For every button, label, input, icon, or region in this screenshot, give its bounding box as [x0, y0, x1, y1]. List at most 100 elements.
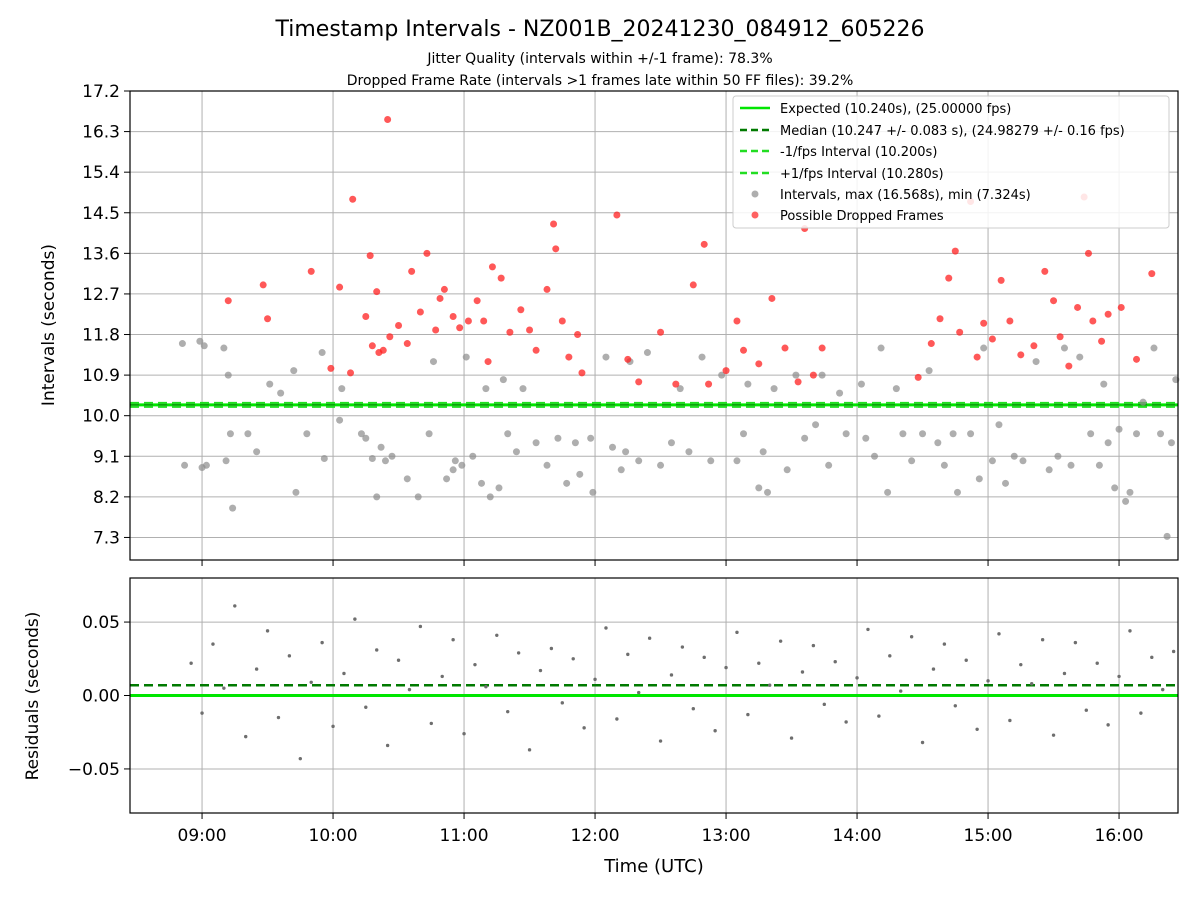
residual-point [429, 721, 433, 726]
interval-point [1010, 452, 1018, 460]
intervals-y-axis-label: Intervals (seconds) [39, 244, 59, 406]
interval-point [290, 367, 298, 375]
interval-point [967, 430, 975, 438]
dropped-frame-point [700, 240, 708, 248]
residual-point [1073, 640, 1078, 645]
interval-point [1167, 439, 1175, 447]
residual-point [680, 645, 685, 649]
residual-point [538, 668, 543, 673]
interval-point [877, 344, 885, 352]
x-tick-label: 11:00 [440, 826, 489, 846]
interval-point [1032, 358, 1040, 366]
interval-point [571, 439, 579, 447]
interval-point [449, 466, 457, 474]
residual-point [877, 714, 881, 718]
dropped-frame-point [349, 195, 357, 203]
interval-point [554, 434, 562, 442]
residual-point [396, 658, 401, 662]
interval-point [1095, 461, 1103, 469]
interval-point [373, 493, 381, 501]
dropped-frame-point [432, 326, 440, 334]
residuals-y-ticks: −0.05 0.00 0.05 [68, 613, 130, 780]
chart-subtitle-dropped: Dropped Frame Rate (intervals >1 frames … [347, 73, 854, 89]
dropped-frame-point [794, 378, 802, 386]
interval-point [462, 353, 470, 361]
interval-point [563, 479, 571, 487]
intervals-y-tick-label: 11.8 [82, 326, 120, 346]
residual-point [800, 670, 805, 674]
interval-point [277, 389, 285, 397]
residual-point [1030, 682, 1034, 686]
residual-point [189, 661, 193, 665]
dropped-frame-point [1017, 351, 1025, 359]
x-tick-label: 16:00 [1095, 826, 1144, 846]
residual-point [964, 658, 968, 662]
dropped-frame-point [613, 211, 621, 219]
legend-expected-label: Expected (10.240s), (25.00000 fps) [780, 102, 1011, 117]
interval-point [303, 430, 311, 438]
interval-point [667, 439, 675, 447]
interval-point [388, 452, 396, 460]
residual-point [1051, 733, 1056, 737]
dropped-frame-point [945, 274, 953, 282]
residual-point [484, 684, 488, 689]
interval-point [1002, 479, 1010, 487]
interval-point [576, 470, 584, 478]
interval-point [685, 448, 693, 456]
x-tick-label: 10:00 [309, 826, 358, 846]
dropped-frame-point [456, 324, 464, 332]
residual-point [353, 617, 357, 621]
interval-point [770, 385, 778, 393]
residuals-y-tick-label: −0.05 [68, 760, 120, 780]
chart-subtitle-jitter: Jitter Quality (intervals within +/-1 fr… [426, 51, 772, 67]
residual-point [866, 627, 870, 632]
interval-point [451, 457, 459, 465]
dropped-frame-point [532, 346, 540, 354]
interval-point [635, 457, 643, 465]
interval-point [718, 371, 726, 379]
interval-point [836, 389, 844, 397]
interval-point [229, 504, 237, 512]
interval-point [478, 479, 486, 487]
dropped-frame-point [517, 306, 525, 314]
dropped-frame-point [689, 281, 697, 289]
residual-point [451, 637, 455, 642]
interval-point [504, 430, 512, 438]
dropped-frame-point [988, 335, 996, 343]
interval-point [1067, 461, 1075, 469]
dropped-frame-point [307, 267, 315, 275]
interval-point [617, 466, 625, 474]
residual-point [1117, 674, 1121, 679]
interval-point [512, 448, 520, 456]
residual-point [309, 680, 313, 684]
residual-point [375, 648, 379, 652]
intervals-y-tick-label: 7.3 [93, 528, 120, 548]
interval-point [744, 380, 752, 388]
residual-point [244, 734, 248, 739]
interval-point [443, 475, 451, 483]
dropped-frame-point [526, 326, 534, 334]
dropped-frame-point [733, 317, 741, 325]
residual-point [506, 709, 510, 714]
interval-point [377, 443, 385, 451]
interval-point [764, 488, 772, 496]
intervals-y-tick-label: 16.3 [82, 123, 120, 143]
interval-point [495, 484, 503, 492]
residual-point [233, 604, 237, 608]
dropped-frame-point [755, 360, 763, 368]
interval-point [589, 488, 597, 496]
interval-point [975, 475, 983, 483]
intervals-y-tick-label: 10.9 [82, 366, 120, 386]
residual-point [724, 665, 728, 670]
dropped-frame-point [543, 285, 551, 293]
dropped-frame-point [264, 315, 272, 323]
residuals-y-tick-label: 0.05 [82, 613, 120, 633]
intervals-y-tick-label: 8.2 [93, 488, 120, 508]
residual-point [899, 689, 903, 693]
dropped-frame-point [423, 249, 431, 257]
interval-point [740, 430, 748, 438]
residuals-x-ticks: 09:00 10:00 11:00 12:00 13:00 14:00 15:00 16:00 [178, 813, 1144, 846]
residual-point [276, 715, 281, 720]
interval-point [602, 353, 610, 361]
residual-point [931, 667, 936, 671]
